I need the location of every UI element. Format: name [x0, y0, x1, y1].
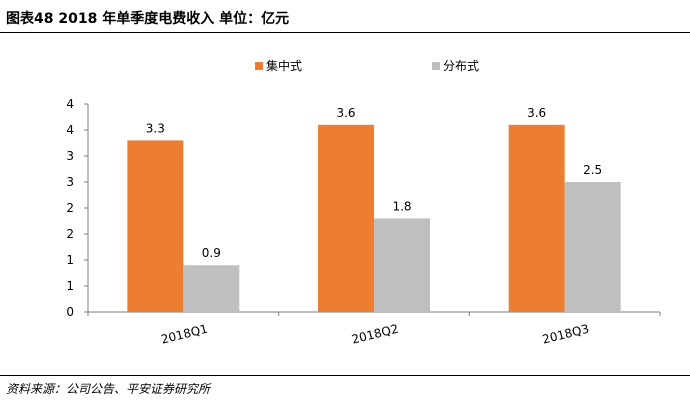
data-label: 3.6	[336, 106, 355, 120]
bar-集中式-2018Q3	[508, 124, 565, 312]
y-tick-label: 2	[66, 201, 74, 215]
data-label: 1.8	[392, 199, 411, 213]
y-tick-label: 1	[66, 279, 74, 293]
legend-label: 分布式	[443, 59, 479, 73]
source-divider	[0, 375, 690, 376]
y-tick-label: 4	[66, 97, 74, 111]
bar-分布式-2018Q2	[374, 218, 430, 312]
bar-分布式-2018Q3	[564, 182, 621, 312]
bar-集中式-2018Q2	[318, 124, 374, 312]
y-tick-label: 1	[66, 253, 74, 267]
data-label: 2.5	[583, 163, 602, 177]
y-tick-label: 0	[66, 305, 74, 319]
x-tick-label: 2018Q1	[160, 322, 210, 347]
source-note: 资料来源：公司公告、平安证券研究所	[6, 382, 211, 396]
legend-swatch	[432, 62, 440, 70]
x-tick-label: 2018Q3	[541, 322, 591, 347]
figure-caption: 图表48 2018 年单季度电费收入 单位：亿元	[6, 11, 290, 27]
y-tick-label: 4	[66, 123, 74, 137]
data-label: 3.3	[146, 121, 165, 135]
data-label: 3.6	[527, 106, 546, 120]
y-tick-label: 3	[66, 149, 74, 163]
caption-divider	[0, 32, 690, 33]
legend-swatch	[255, 62, 263, 70]
x-tick-label: 2018Q2	[350, 322, 400, 347]
legend-label: 集中式	[266, 58, 302, 73]
bar-集中式-2018Q1	[127, 140, 184, 312]
bar-分布式-2018Q1	[183, 265, 240, 312]
y-tick-label: 3	[66, 175, 74, 189]
data-label: 0.9	[202, 246, 221, 260]
y-tick-label: 2	[66, 227, 74, 241]
